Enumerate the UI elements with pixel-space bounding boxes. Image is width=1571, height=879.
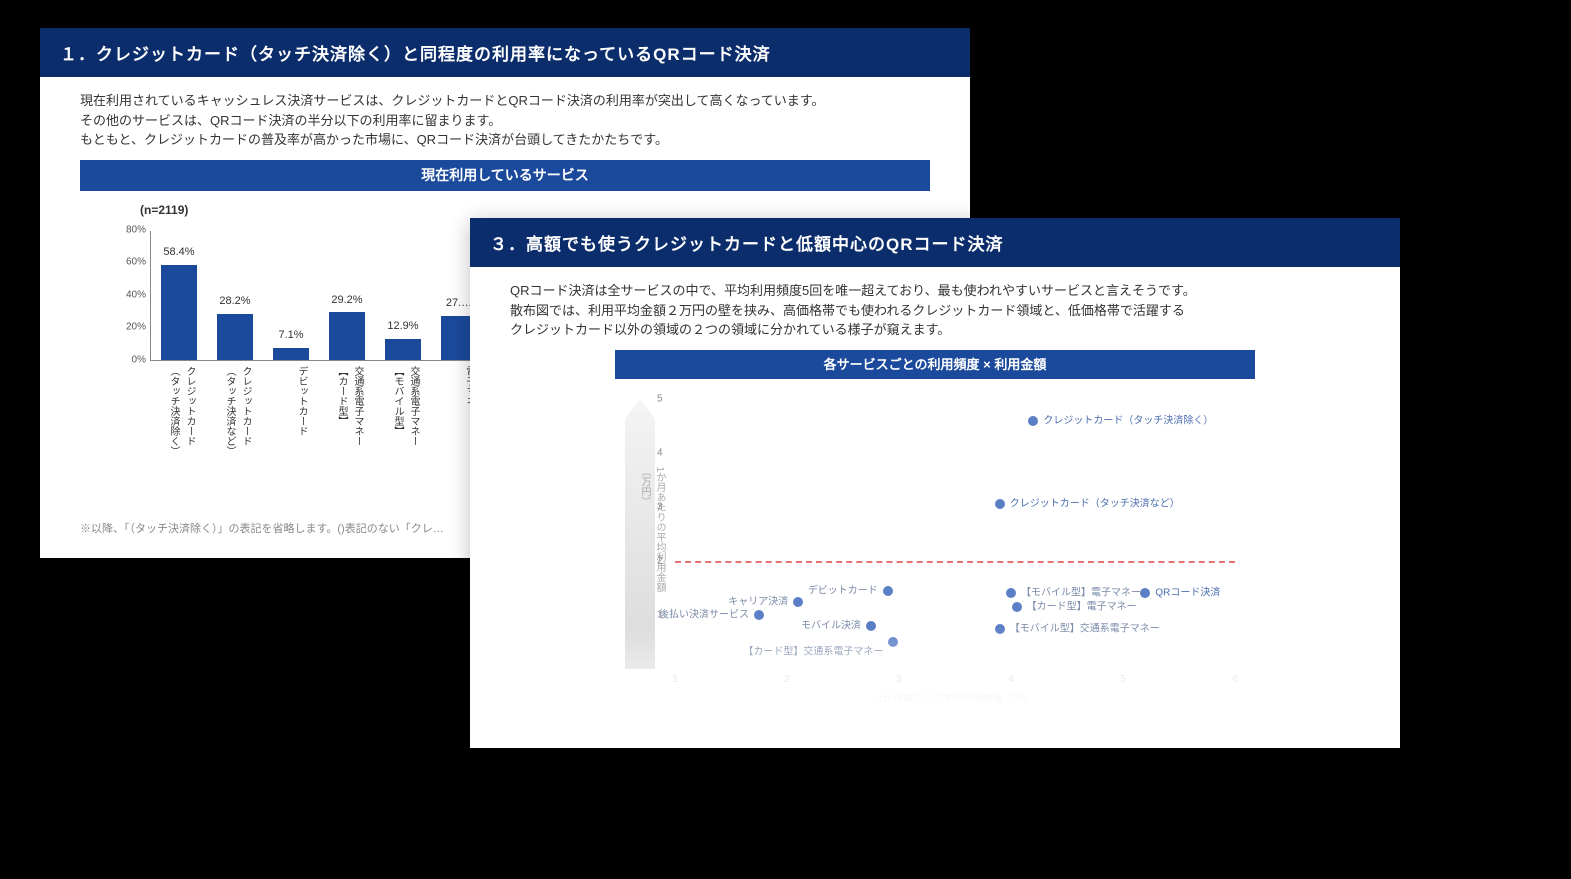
slide-2-body-line: QRコード決済は全サービスの中で、平均利用頻度5回を唯一超えており、最も使われや…: [510, 281, 1360, 301]
bar-value-label: 7.1%: [268, 327, 314, 344]
x-tick: 3: [896, 672, 902, 687]
y-tick: 80%: [111, 222, 146, 237]
n-label: (n=2119): [140, 201, 188, 219]
scatter-dot: [1140, 588, 1150, 598]
scatter-dot: [1006, 588, 1016, 598]
scatter-dot: [888, 637, 898, 647]
bar: [161, 265, 197, 360]
slide-2-body: QRコード決済は全サービスの中で、平均利用頻度5回を唯一超えており、最も使われや…: [470, 267, 1400, 733]
x-label: （タッチ決済除く）: [165, 360, 179, 456]
slide-1-header: １．クレジットカード（タッチ決済除く）と同程度の利用率になっているQRコード決済: [40, 28, 970, 77]
scatter-dot-label: モバイル決済: [801, 618, 861, 633]
scatter-plot-area: 1か月あたりの平均利用金額（万円） 1か月あたりの平均利用頻度（回） 12345…: [675, 399, 1235, 669]
slide-1-body-line: その他のサービスは、QRコード決済の半分以下の利用率に留まります。: [80, 111, 930, 131]
y-tick: 3: [657, 500, 663, 515]
x-label: （タッチ決済など）: [221, 360, 235, 456]
x-tick: 1: [672, 672, 678, 687]
x-label: クレジットカード: [237, 360, 251, 446]
y-axis-title: 1か月あたりの平均利用金額（万円）: [637, 467, 667, 602]
scatter-dot-label: 【カード型】交通系電子マネー: [743, 645, 883, 660]
x-label: 【カード型】: [333, 360, 347, 426]
scatter-dot: [1012, 602, 1022, 612]
scatter-dot: [1028, 416, 1038, 426]
bar: [217, 314, 253, 360]
x-tick: 5: [1120, 672, 1126, 687]
y-tick: 20%: [111, 320, 146, 335]
y-tick: 4: [657, 446, 663, 461]
scatter-dot: [883, 586, 893, 596]
y-tick: 60%: [111, 255, 146, 270]
slide-2-body-line: 散布図では、利用平均金額２万円の壁を挟み、高価格帯でも使われるクレジットカード領…: [510, 301, 1360, 321]
x-label: クレジットカード: [181, 360, 195, 446]
bar: [273, 348, 309, 360]
scatter-dot: [754, 610, 764, 620]
slide-2-chart-title: 各サービスごとの利用頻度 × 利用金額: [615, 350, 1255, 380]
y-tick: 5: [657, 392, 663, 407]
scatter-dot: [866, 621, 876, 631]
scatter-dot-label: 【モバイル型】交通系電子マネー: [1010, 621, 1160, 636]
x-label: 交通系電子マネー: [405, 360, 419, 446]
slide-2-body-line: クレジットカード以外の領域の２つの領域に分かれている様子が窺えます。: [510, 320, 1360, 340]
threshold-line: [675, 561, 1235, 563]
scatter-dot: [995, 499, 1005, 509]
x-axis-title: 1か月あたりの平均利用頻度（回）: [877, 692, 1033, 707]
scatter-dot-label: 後払い決済サービス: [659, 608, 749, 623]
bar-value-label: 58.4%: [156, 244, 202, 261]
scatter-dot-label: QRコード決済: [1155, 586, 1220, 601]
slide-1-body-line: もともと、クレジットカードの普及率が高かった市場に、QRコード決済が台頭してきた…: [80, 130, 930, 150]
y-tick: 0%: [111, 352, 146, 367]
scatter-dot: [995, 624, 1005, 634]
scatter-dot-label: デビットカード: [808, 583, 878, 598]
bar-value-label: 28.2%: [212, 293, 258, 310]
bar: [329, 312, 365, 359]
x-label: 【モバイル型】: [389, 360, 403, 436]
x-tick: 2: [784, 672, 790, 687]
x-tick: 6: [1232, 672, 1238, 687]
scatter-chart: 1か月あたりの平均利用金額（万円） 1か月あたりの平均利用頻度（回） 1 2 3 4 5…: [615, 389, 1255, 719]
bar: [385, 339, 421, 360]
y-tick: 2: [657, 554, 663, 569]
scatter-dot: [793, 597, 803, 607]
bar-value-label: 12.9%: [380, 318, 426, 335]
scatter-dot-label: 【カード型】電子マネー: [1027, 599, 1137, 614]
slide-2: ３．高額でも使うクレジットカードと低額中心のQRコード決済 QRコード決済は全サ…: [470, 218, 1400, 748]
y-tick: 40%: [111, 287, 146, 302]
x-label: デビットカード: [293, 360, 307, 436]
bar-value-label: 29.2%: [324, 292, 370, 309]
scatter-dot-label: クレジットカード（タッチ決済など）: [1010, 497, 1180, 512]
scatter-dot-label: クレジットカード（タッチ決済除く）: [1043, 413, 1213, 428]
slide-1-body-line: 現在利用されているキャッシュレス決済サービスは、クレジットカードとQRコード決済…: [80, 91, 930, 111]
slide-1-footnote: ※以降、「（タッチ決済除く）」の表記を省略します。()表記のない「クレ…: [80, 520, 444, 536]
slide-1-chart-title: 現在利用しているサービス: [80, 160, 930, 191]
slide-2-header: ３．高額でも使うクレジットカードと低額中心のQRコード決済: [470, 218, 1400, 267]
x-tick: 4: [1008, 672, 1014, 687]
x-label: 交通系電子マネー: [349, 360, 363, 446]
